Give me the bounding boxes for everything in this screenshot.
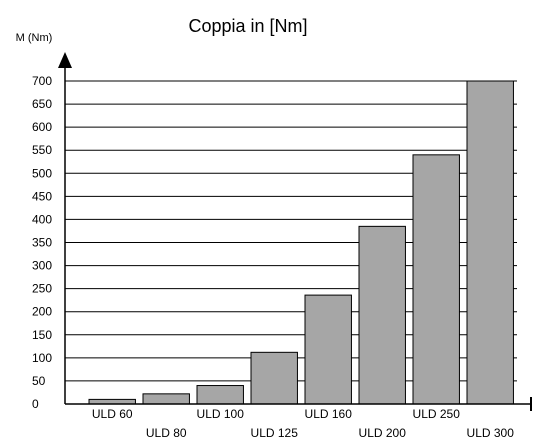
y-tick-label: 400 xyxy=(32,212,52,226)
y-tick-label: 100 xyxy=(32,351,52,365)
x-category-label: ULD 80 xyxy=(146,426,187,440)
bar xyxy=(358,225,406,405)
y-tick-label: 250 xyxy=(32,282,52,296)
bar xyxy=(304,294,352,405)
y-tick-label: 600 xyxy=(32,120,52,134)
x-category-label: ULD 100 xyxy=(197,407,245,421)
y-tick-label: 200 xyxy=(32,305,52,319)
bars xyxy=(88,80,514,405)
bar xyxy=(250,351,298,405)
bar xyxy=(412,154,460,405)
y-tick-label: 50 xyxy=(32,374,46,388)
y-axis-arrow xyxy=(58,52,72,68)
y-tick-label: 550 xyxy=(32,143,52,157)
x-category-label: ULD 160 xyxy=(305,407,353,421)
chart-title: Coppia in [Nm] xyxy=(188,16,307,36)
y-axis-label: M (Nm) xyxy=(16,32,53,44)
bar xyxy=(142,393,190,405)
y-tick-labels: 0 50 100 150 200 250 300 350 400 450 500 550 600 650 7… xyxy=(32,74,52,411)
x-category-label: ULD 60 xyxy=(92,407,133,421)
x-category-labels: ULD 60 ULD 80 ULD 100 ULD 125 ULD 160 ULD 200… xyxy=(92,407,514,440)
y-tick-label: 150 xyxy=(32,328,52,342)
x-category-label: ULD 200 xyxy=(359,426,407,440)
y-tick-label: 650 xyxy=(32,97,52,111)
x-category-label: ULD 300 xyxy=(467,426,515,440)
y-tick-label: 350 xyxy=(32,236,52,250)
bar xyxy=(196,385,244,405)
y-tick-label: 450 xyxy=(32,189,52,203)
gridlines xyxy=(65,80,517,382)
x-category-label: ULD 250 xyxy=(413,407,461,421)
x-category-label: ULD 125 xyxy=(251,426,299,440)
bar xyxy=(466,80,514,405)
y-tick-label: 500 xyxy=(32,166,52,180)
y-tick-label: 300 xyxy=(32,259,52,273)
y-tick-label: 0 xyxy=(32,397,39,411)
y-tick-label: 700 xyxy=(32,74,52,88)
